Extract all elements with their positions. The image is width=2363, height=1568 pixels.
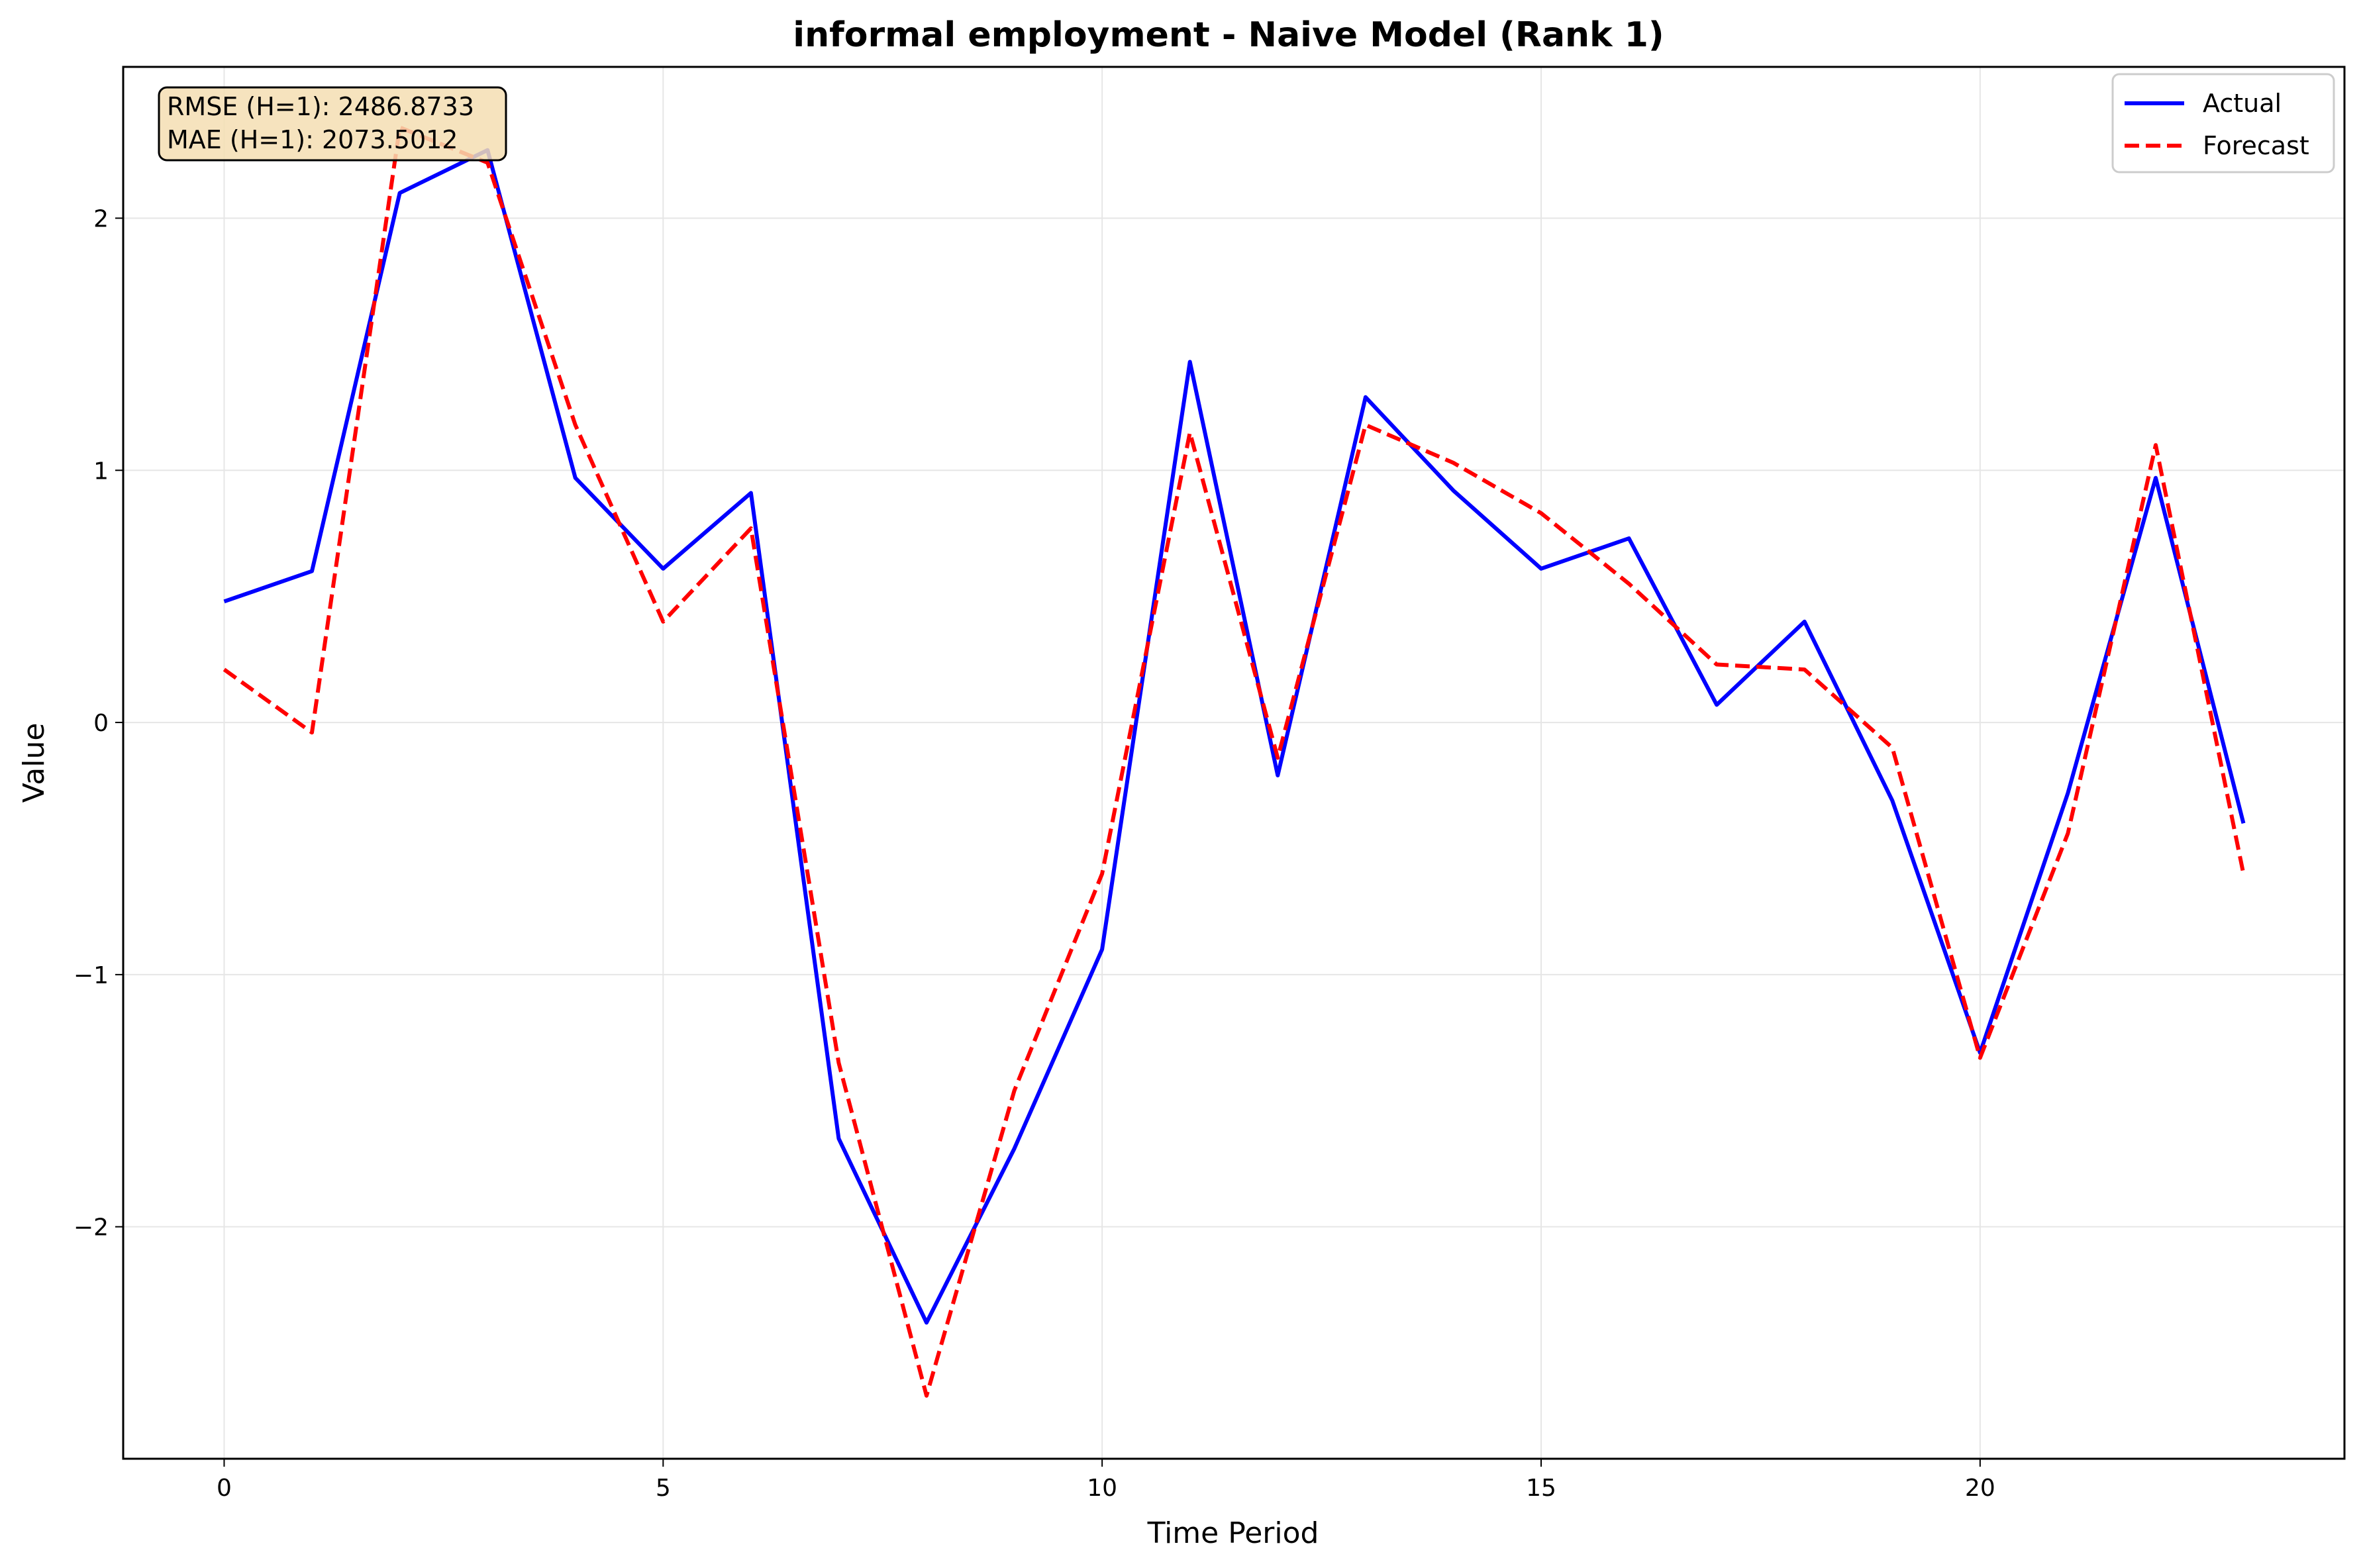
- series-lines: [223, 125, 2246, 1398]
- legend-forecast-label: Forecast: [2203, 131, 2309, 160]
- x-tick-label: 20: [1965, 1475, 1995, 1502]
- chart-title: informal employment - Naive Model (Rank …: [793, 15, 1664, 55]
- y-tick-label: 0: [93, 710, 109, 737]
- x-axis-ticks: 0 5 10 15 20: [217, 1459, 1995, 1502]
- x-axis-label: Time Period: [1147, 1516, 1319, 1550]
- x-tick-label: 5: [656, 1475, 671, 1502]
- annotation-mae: MAE (H=1): 2073.5012: [167, 125, 458, 154]
- series-line-0: [223, 148, 2246, 1325]
- y-tick-label: 1: [93, 458, 109, 485]
- series-line-1: [223, 125, 2246, 1398]
- grid: [123, 67, 2344, 1459]
- x-tick-label: 15: [1526, 1475, 1556, 1502]
- y-tick-label: 2: [93, 205, 109, 232]
- plot-frame: [122, 66, 2346, 1460]
- x-tick-label: 0: [217, 1475, 232, 1502]
- x-tick-label: 10: [1087, 1475, 1117, 1502]
- y-axis-label: Value: [17, 723, 51, 803]
- y-tick-label: −1: [74, 962, 109, 989]
- y-tick-label: −2: [74, 1214, 109, 1242]
- annotation-rmse: RMSE (H=1): 2486.8733: [167, 92, 474, 121]
- metrics-annotation: RMSE (H=1): 2486.8733 MAE (H=1): 2073.50…: [158, 86, 507, 162]
- legend-actual-label: Actual: [2203, 89, 2282, 118]
- annotation-box: [158, 86, 507, 162]
- legend: Actual Forecast: [2111, 73, 2335, 173]
- y-axis-ticks: −2 −1 0 1 2: [74, 205, 123, 1242]
